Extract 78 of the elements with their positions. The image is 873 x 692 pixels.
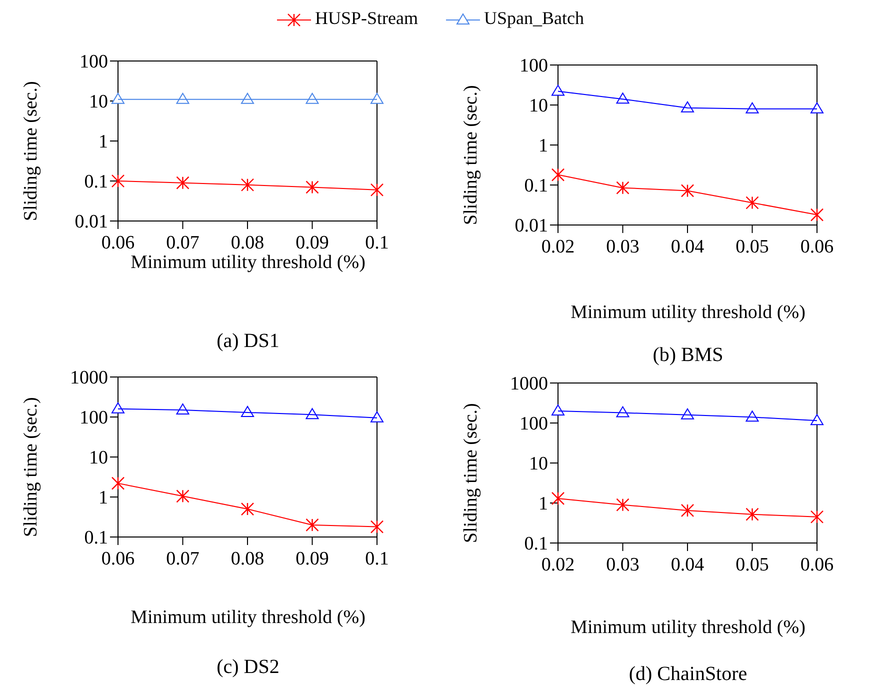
y-tick-label: 1000 xyxy=(510,374,548,395)
y-tick-label: 0.1 xyxy=(84,172,108,193)
y-axis-title: Sliding time (sec.) xyxy=(460,85,482,225)
x-tick-label: 0.08 xyxy=(230,232,264,254)
point xyxy=(810,414,824,426)
y-tick-label: 0.1 xyxy=(524,534,548,555)
legend-label: USpan_Batch xyxy=(484,8,584,28)
point xyxy=(810,102,824,114)
y-tick-label: 0.01 xyxy=(74,212,108,233)
y-tick-label: 1000 xyxy=(70,368,108,389)
y-tick-label: 100 xyxy=(80,408,108,429)
y-axis-title: Sliding time (sec.) xyxy=(460,403,482,543)
x-tick-label: 0.09 xyxy=(296,232,329,254)
y-axis-title: Sliding time (sec.) xyxy=(20,81,42,221)
point xyxy=(306,180,319,194)
x-tick-label: 0.06 xyxy=(800,236,834,258)
x-tick-label: 0.07 xyxy=(166,548,200,570)
y-tick-label: 1 xyxy=(538,494,548,515)
point xyxy=(551,492,565,506)
y-tick-label: 10 xyxy=(529,96,548,117)
y-tick-label: 0.1 xyxy=(84,528,108,549)
y-tick-label: 10 xyxy=(89,448,108,469)
x-tick-label: 0.06 xyxy=(800,554,834,576)
point xyxy=(810,208,824,222)
text: (d) ChainStore xyxy=(628,663,748,685)
point xyxy=(370,183,384,196)
point xyxy=(370,411,384,422)
point xyxy=(680,504,694,518)
point xyxy=(240,502,254,516)
y-tick-label: 100 xyxy=(80,52,108,73)
text: (b) BMS xyxy=(652,344,724,366)
x-axis-title: Minimum utility threshold (%) xyxy=(130,252,366,274)
y-tick-label: 10 xyxy=(89,92,108,113)
point xyxy=(111,174,125,188)
point xyxy=(111,476,125,490)
y-tick-label: 100 xyxy=(520,414,548,435)
point xyxy=(616,498,630,512)
x-tick-label: 0.1 xyxy=(365,548,389,570)
x-axis-title: Minimum utility threshold (%) xyxy=(130,607,366,629)
y-tick-label: 1 xyxy=(98,488,108,509)
point xyxy=(370,92,384,104)
point xyxy=(616,181,630,194)
y-tick-label: 0.1 xyxy=(524,176,548,197)
point xyxy=(176,490,190,503)
text: (a) DS1 xyxy=(216,330,280,352)
y-tick-label: 100 xyxy=(520,56,548,77)
y-tick-label: 0.01 xyxy=(514,216,548,237)
point xyxy=(370,520,384,534)
x-tick-label: 0.03 xyxy=(606,236,640,258)
point xyxy=(810,510,824,524)
x-tick-label: 0.05 xyxy=(736,236,769,258)
x-tick-label: 0.1 xyxy=(365,232,389,254)
x-tick-label: 0.04 xyxy=(670,236,705,258)
x-tick-label: 0.04 xyxy=(670,554,705,576)
legend-label: HUSP-Stream xyxy=(315,8,418,28)
point xyxy=(176,176,190,190)
x-tick-label: 0.09 xyxy=(296,548,329,570)
point xyxy=(240,178,254,192)
x-tick-label: 0.07 xyxy=(166,232,200,254)
text: (c) DS2 xyxy=(216,656,280,678)
x-tick-label: 0.06 xyxy=(101,548,135,570)
x-tick-label: 0.02 xyxy=(541,554,575,576)
y-tick-label: 10 xyxy=(529,454,548,475)
x-axis-title: Minimum utility threshold (%) xyxy=(570,617,806,639)
y-tick-label: 1 xyxy=(538,136,548,157)
x-tick-label: 0.06 xyxy=(101,232,135,254)
y-tick-label: 1 xyxy=(98,132,108,153)
x-tick-label: 0.03 xyxy=(606,554,640,576)
point xyxy=(746,508,759,521)
x-tick-label: 0.02 xyxy=(541,236,575,258)
x-tick-label: 0.08 xyxy=(230,548,264,570)
y-axis-title: Sliding time (sec.) xyxy=(20,397,42,537)
x-axis-title: Minimum utility threshold (%) xyxy=(570,302,806,324)
point xyxy=(680,184,694,198)
point xyxy=(306,518,319,532)
x-tick-label: 0.05 xyxy=(736,554,769,576)
point xyxy=(551,168,565,182)
point xyxy=(746,196,759,210)
